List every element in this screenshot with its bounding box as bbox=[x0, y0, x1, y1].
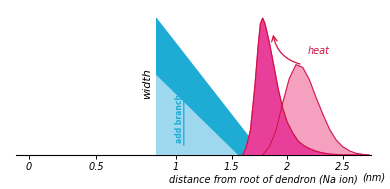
Polygon shape bbox=[263, 65, 369, 155]
Text: add branches: add branches bbox=[176, 84, 184, 143]
Polygon shape bbox=[156, 18, 263, 155]
Text: (nm): (nm) bbox=[363, 173, 386, 183]
Y-axis label: width: width bbox=[142, 68, 152, 98]
X-axis label: distance from root of dendron (Na ion): distance from root of dendron (Na ion) bbox=[169, 175, 358, 185]
Polygon shape bbox=[243, 18, 365, 155]
Polygon shape bbox=[156, 76, 237, 155]
Text: heat: heat bbox=[307, 46, 329, 57]
